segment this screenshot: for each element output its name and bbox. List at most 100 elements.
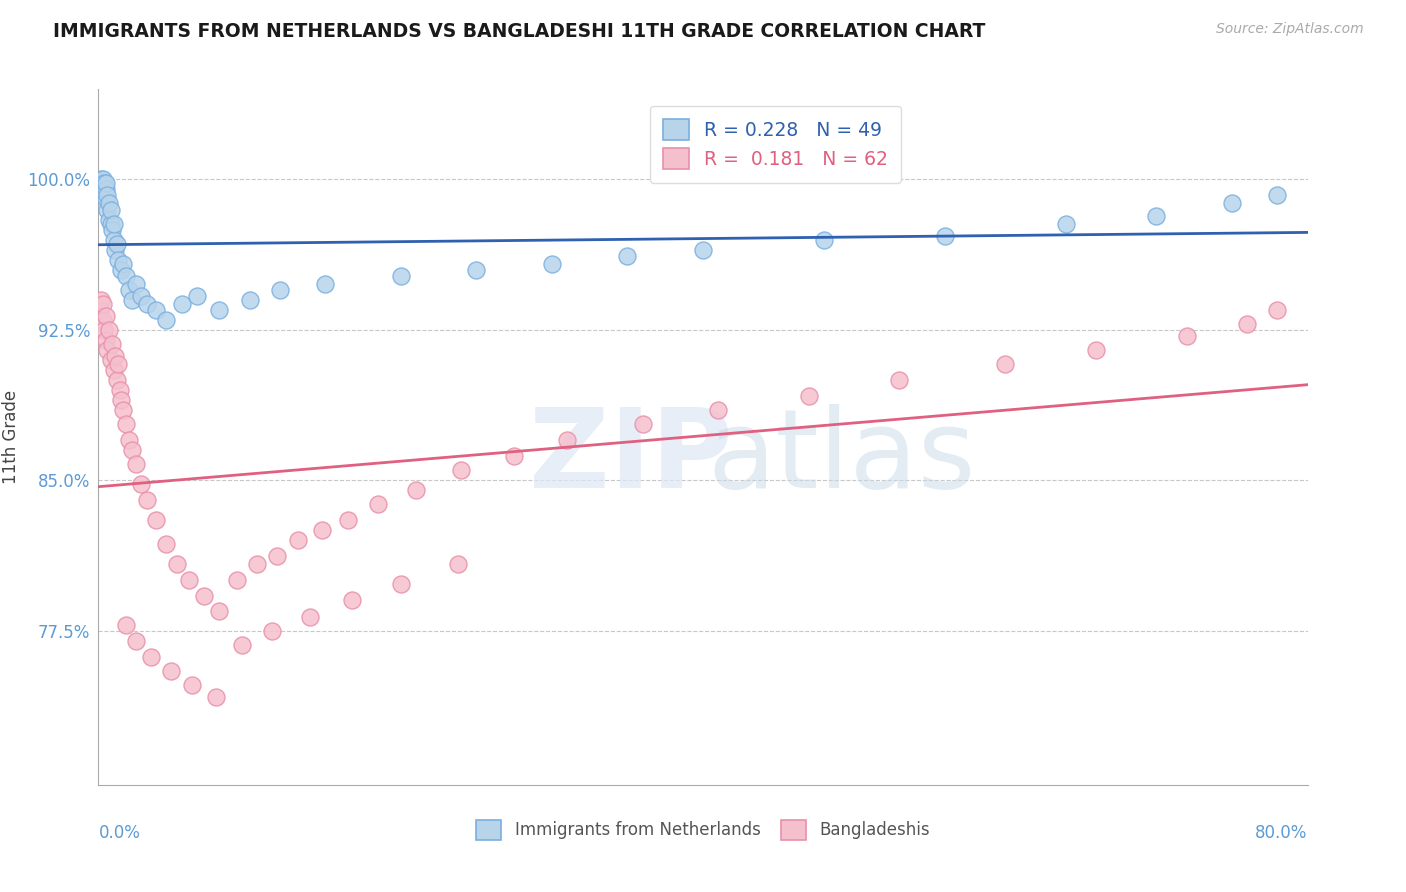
Point <box>262 624 284 638</box>
Point <box>540 257 562 271</box>
Point <box>239 293 262 307</box>
Point <box>287 533 309 548</box>
Point <box>145 302 167 317</box>
Point <box>166 558 188 572</box>
Point <box>129 477 152 491</box>
Point <box>114 617 136 632</box>
Point <box>246 558 269 572</box>
Point <box>311 524 333 538</box>
Point <box>342 593 364 607</box>
Point <box>889 373 911 387</box>
Point <box>91 172 114 186</box>
Point <box>93 177 115 191</box>
Text: ZIP: ZIP <box>529 404 733 511</box>
Point <box>96 188 118 202</box>
Point <box>103 233 125 247</box>
Point <box>104 349 127 363</box>
Text: Source: ZipAtlas.com: Source: ZipAtlas.com <box>1216 22 1364 37</box>
Point <box>1236 317 1258 331</box>
Point <box>100 352 122 367</box>
Point <box>94 193 117 207</box>
Point <box>1267 188 1289 202</box>
Point <box>269 283 291 297</box>
Point <box>450 463 472 477</box>
Point <box>125 633 148 648</box>
Point <box>405 483 427 498</box>
Point <box>707 403 730 417</box>
Point <box>336 513 359 527</box>
Point <box>111 403 134 417</box>
Text: 80.0%: 80.0% <box>1256 824 1308 842</box>
Point <box>155 313 177 327</box>
Point <box>103 217 125 231</box>
Point <box>100 202 122 217</box>
Point <box>145 513 167 527</box>
Point <box>98 323 121 337</box>
Point <box>91 313 114 327</box>
Point <box>692 243 714 257</box>
Point <box>797 389 820 403</box>
Point <box>208 603 231 617</box>
Point <box>94 177 117 191</box>
Point <box>94 309 117 323</box>
Point <box>226 574 249 588</box>
Point <box>465 262 488 277</box>
Point <box>94 182 117 196</box>
Point <box>114 268 136 283</box>
Point <box>94 333 117 347</box>
Point <box>1267 302 1289 317</box>
Point <box>934 228 956 243</box>
Point <box>266 549 288 564</box>
Point <box>118 433 141 447</box>
Point <box>96 343 118 357</box>
Point <box>555 433 578 447</box>
Point <box>813 233 835 247</box>
Point <box>101 222 124 236</box>
Point <box>1220 196 1243 211</box>
Point <box>181 678 204 692</box>
Legend: Immigrants from Netherlands, Bangladeshis: Immigrants from Netherlands, Bangladeshi… <box>470 814 936 847</box>
Point <box>111 257 134 271</box>
Point <box>135 297 157 311</box>
Point <box>135 493 157 508</box>
Point <box>389 577 412 591</box>
Point <box>100 217 122 231</box>
Point <box>110 262 132 277</box>
Point <box>205 690 228 704</box>
Point <box>121 293 143 307</box>
Point <box>631 417 654 431</box>
Point <box>118 283 141 297</box>
Point <box>104 243 127 257</box>
Point <box>179 574 201 588</box>
Point <box>141 649 163 664</box>
Point <box>110 392 132 407</box>
Point <box>114 417 136 431</box>
Text: atlas: atlas <box>707 404 976 511</box>
Point <box>1085 343 1108 357</box>
Point <box>447 558 470 572</box>
Point <box>89 177 111 191</box>
Point <box>186 289 208 303</box>
Point <box>105 373 128 387</box>
Point <box>616 249 638 263</box>
Point <box>121 443 143 458</box>
Point <box>503 449 526 463</box>
Point <box>129 289 152 303</box>
Point <box>107 357 129 371</box>
Point <box>91 297 114 311</box>
Point <box>98 196 121 211</box>
Point <box>90 182 112 196</box>
Point <box>90 172 112 186</box>
Point <box>96 202 118 217</box>
Point <box>208 302 231 317</box>
Text: IMMIGRANTS FROM NETHERLANDS VS BANGLADESHI 11TH GRADE CORRELATION CHART: IMMIGRANTS FROM NETHERLANDS VS BANGLADES… <box>53 22 986 41</box>
Text: 0.0%: 0.0% <box>98 824 141 842</box>
Point <box>1054 217 1077 231</box>
Y-axis label: 11th Grade: 11th Grade <box>3 390 20 484</box>
Point <box>125 457 148 471</box>
Point <box>231 638 253 652</box>
Point <box>108 383 131 397</box>
Point <box>103 363 125 377</box>
Point <box>101 336 124 351</box>
Point <box>90 293 112 307</box>
